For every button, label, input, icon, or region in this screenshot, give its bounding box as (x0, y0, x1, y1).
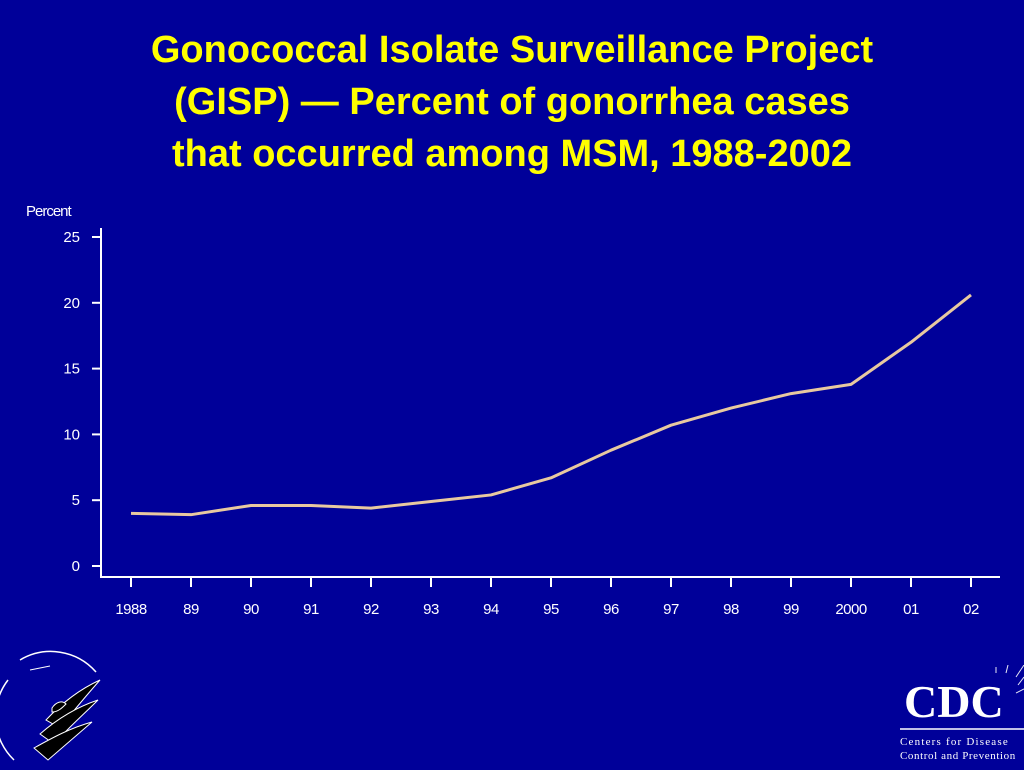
title-line-3: that occurred among MSM, 1988-2002 (172, 133, 852, 175)
x-tick-label: 93 (423, 601, 439, 618)
page-title: Gonococcal Isolate Surveillance Project … (40, 24, 984, 180)
x-tick-label: 1988 (115, 601, 147, 618)
title-line-2: (GISP) — Percent of gonorrhea cases (174, 81, 850, 123)
y-tick-label: 15 (63, 361, 80, 378)
x-tick-label: 2000 (835, 601, 867, 618)
cdc-tagline-2: Control and Prevention (900, 750, 1016, 762)
y-axis-label: Percent (26, 203, 73, 220)
title-line-1: Gonococcal Isolate Surveillance Project (150, 29, 874, 71)
x-tick-label: 97 (663, 601, 679, 618)
x-tick-label: 02 (963, 601, 979, 618)
y-tick-label: 5 (72, 492, 80, 509)
x-tick-label: 98 (723, 601, 739, 618)
x-tick-label: 91 (303, 601, 319, 618)
x-tick-label: 89 (183, 601, 199, 618)
y-tick-label: 25 (63, 229, 80, 246)
hhs-eagle-seal-icon (0, 650, 101, 761)
y-tick-label: 20 (63, 295, 80, 312)
x-tick-label: 99 (783, 601, 799, 618)
cdc-logo-icon: CDC Centers for Disease Control and Prev… (880, 664, 1024, 770)
series-line (130, 293, 972, 517)
y-tick-label: 0 (72, 558, 80, 575)
x-tick-label: 92 (363, 601, 379, 618)
line-chart: Percent 0 5 10 15 20 25 1988 89 90 91 92 93 94 95 96 9… (26, 203, 1000, 618)
x-tick-label: 95 (543, 601, 559, 618)
x-tick-label: 90 (243, 601, 259, 618)
x-tick-label: 01 (903, 601, 919, 618)
y-tick-label: 10 (63, 426, 80, 443)
x-tick-label: 96 (603, 601, 619, 618)
cdc-tagline-1: Centers for Disease (900, 736, 1009, 748)
cdc-logo-text: CDC (904, 676, 1004, 727)
x-tick-label: 94 (483, 601, 499, 618)
